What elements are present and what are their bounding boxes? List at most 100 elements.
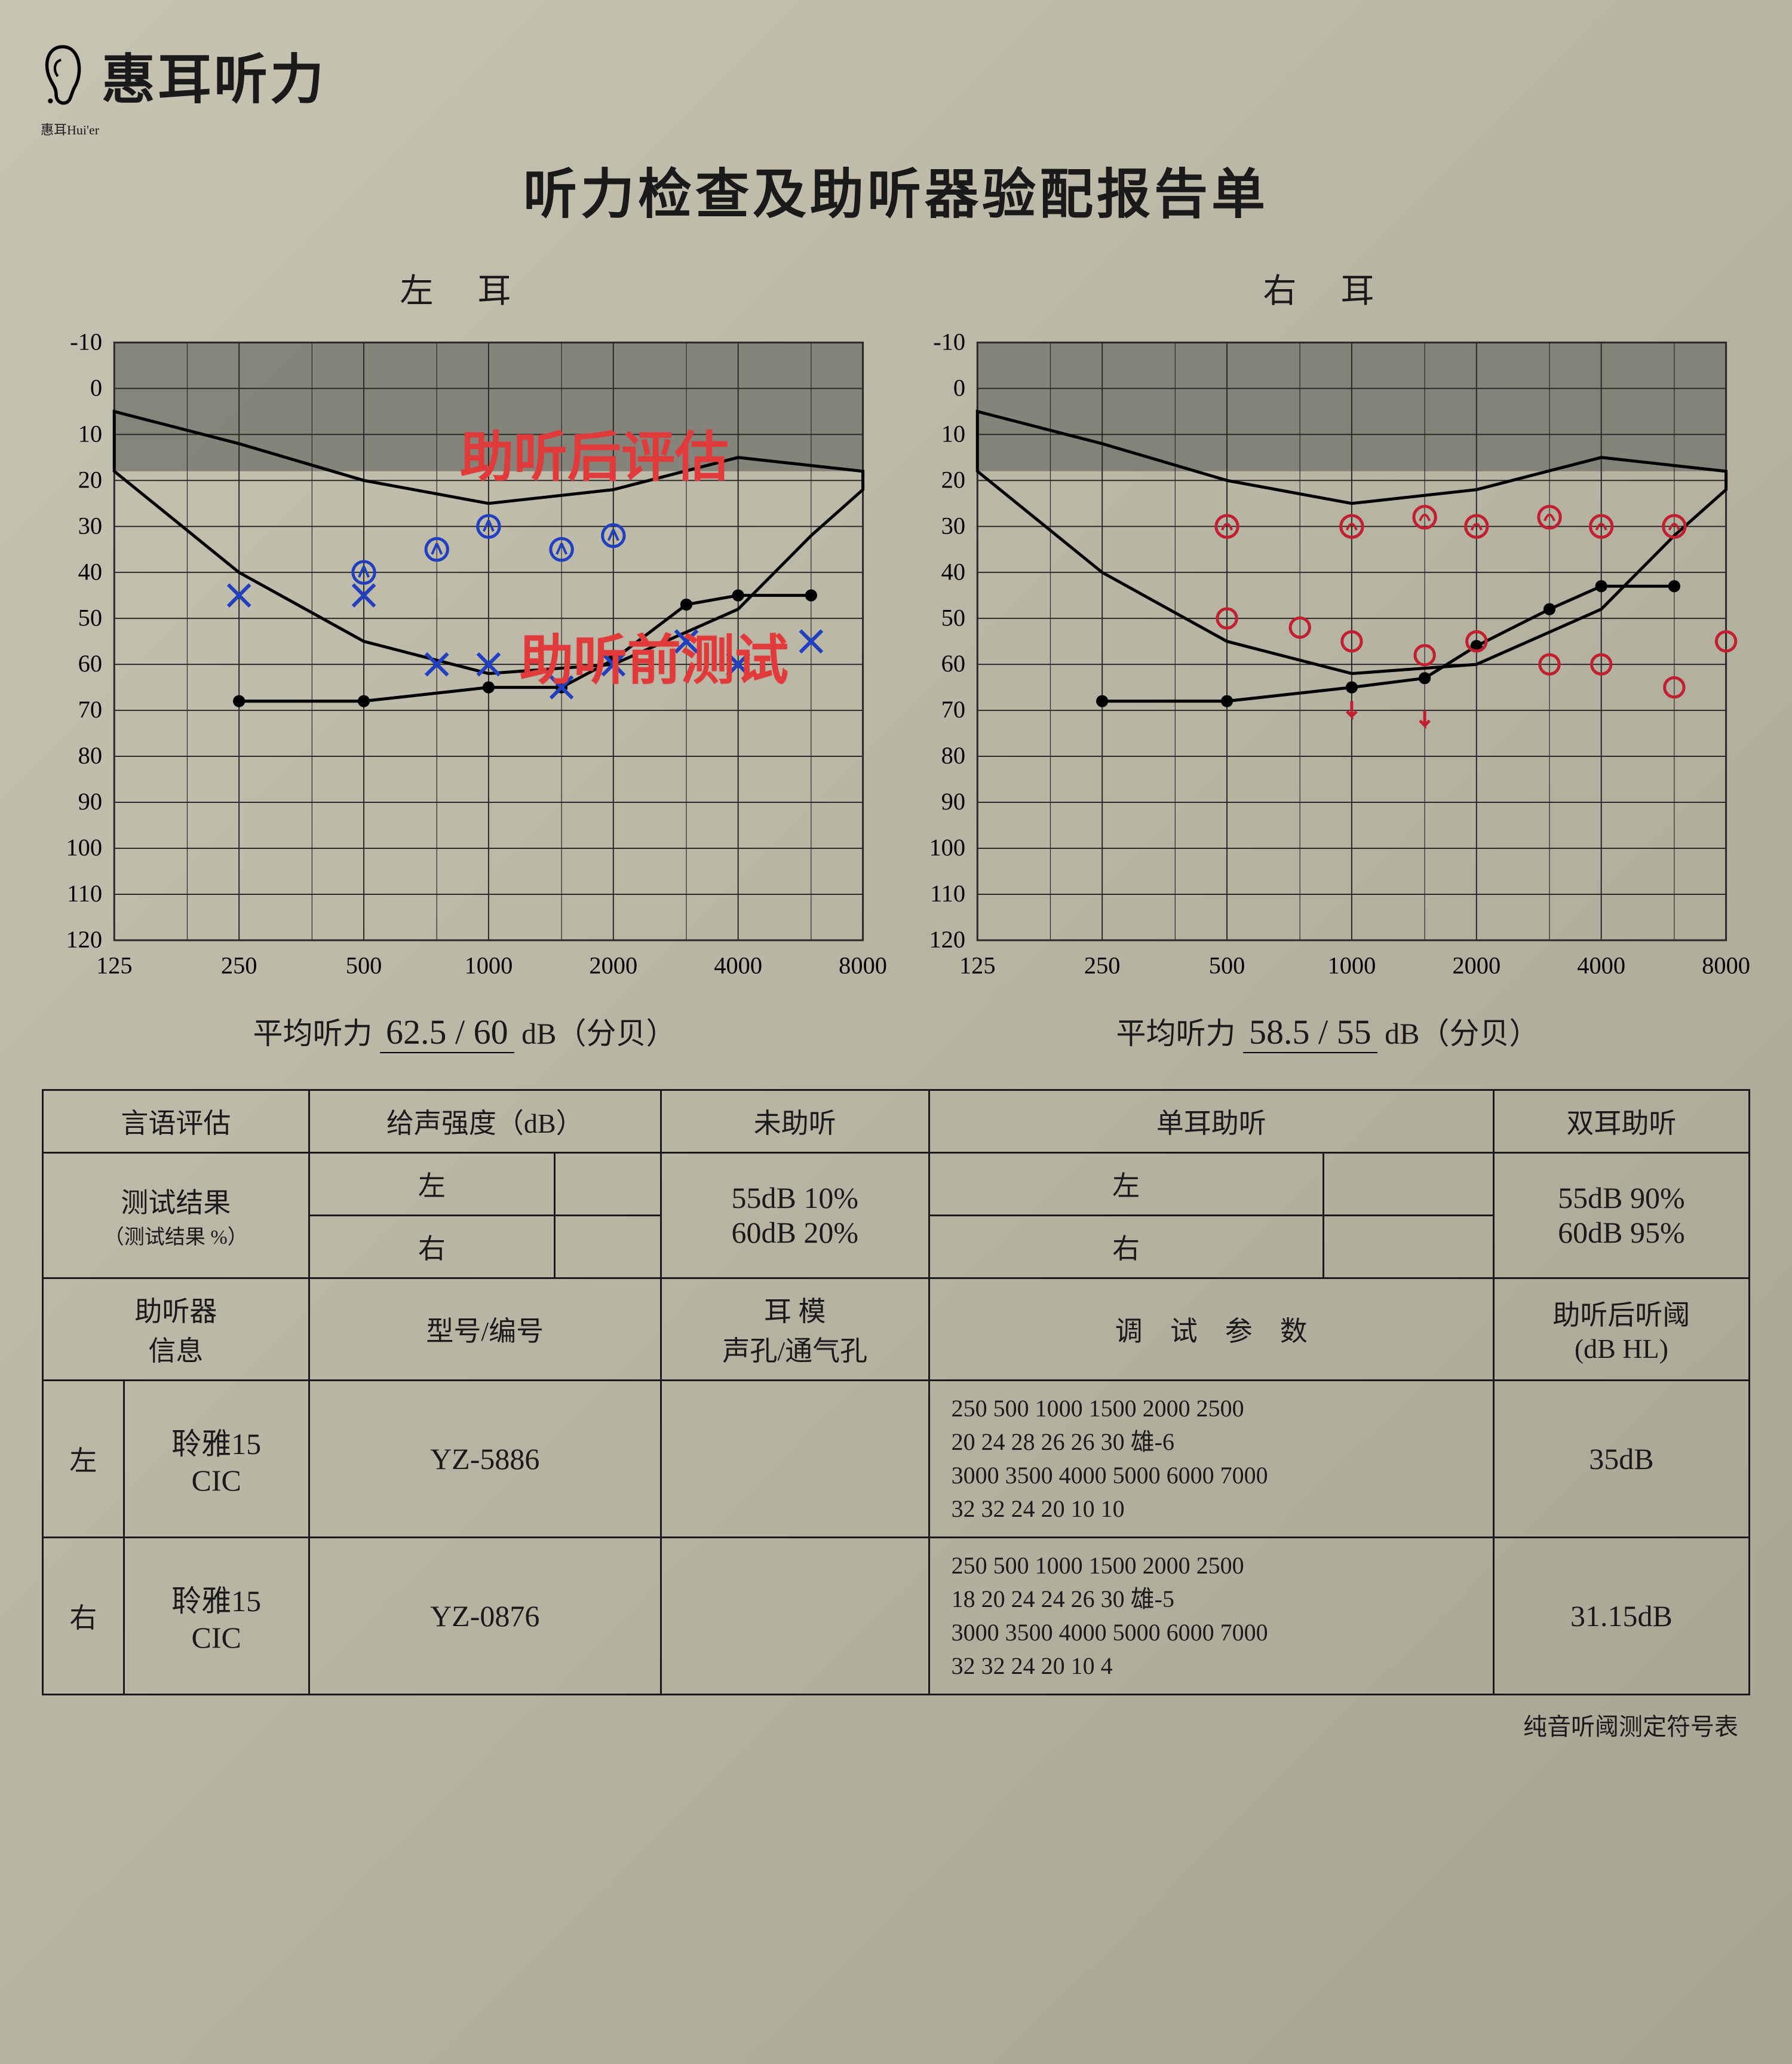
svg-text:125: 125 [959, 952, 996, 979]
svg-text:1000: 1000 [1328, 952, 1376, 979]
h-speech: 言语评估 [43, 1090, 309, 1152]
right-avg-value: 58.5 / 55 [1243, 1012, 1377, 1053]
svg-text:70: 70 [78, 696, 102, 723]
svg-text:8000: 8000 [839, 952, 887, 979]
svg-text:70: 70 [941, 696, 965, 723]
annotation-aided: 助听后评估 [460, 413, 729, 491]
right-row-label: 右 [43, 1537, 124, 1694]
assessment-table: 言语评估 给声强度（dB） 未助听 单耳助听 双耳助听 测试结果 （测试结果 %… [42, 1089, 1750, 1695]
h-post-thr: 助听后听阈 (dB HL) [1493, 1278, 1749, 1380]
svg-text:250: 250 [1084, 952, 1121, 979]
charts-row: 左 耳 -10010203040506070809010011012012525… [42, 264, 1750, 1053]
right-earmold [661, 1537, 929, 1694]
svg-text:30: 30 [78, 512, 102, 539]
svg-text:30: 30 [941, 512, 965, 539]
right-ear-title: 右 耳 [905, 264, 1750, 312]
left-params-text: 250 500 1000 1500 2000 2500 20 24 28 26 … [940, 1392, 1483, 1526]
svg-text:125: 125 [96, 952, 133, 979]
left-avg-label: 平均听力 [253, 1017, 373, 1050]
h-model: 型号/编号 [309, 1278, 661, 1380]
left-post-thr: 35dB [1493, 1380, 1749, 1537]
svg-text:60: 60 [941, 650, 965, 677]
right-params: 250 500 1000 1500 2000 2500 18 20 24 24 … [929, 1537, 1493, 1694]
svg-text:40: 40 [941, 558, 965, 585]
cell-bino: 55dB 90% 60dB 95% [1493, 1152, 1749, 1278]
svg-text:20: 20 [78, 466, 102, 493]
svg-text:10: 10 [941, 420, 965, 447]
left-avg-unit: dB（分贝） [521, 1017, 676, 1050]
svg-text:80: 80 [941, 742, 965, 769]
right-avg-line: 平均听力 58.5 / 55 dB（分贝） [905, 1010, 1750, 1053]
brand-sub: 惠耳Hui'er [41, 119, 1756, 139]
right-avg-label: 平均听力 [1116, 1017, 1236, 1050]
annotation-unaided: 助听前测试 [520, 617, 788, 694]
right-params-text: 250 500 1000 1500 2000 2500 18 20 24 24 … [940, 1549, 1483, 1683]
h-earmold: 耳 模 声孔/通气孔 [661, 1278, 929, 1380]
svg-text:500: 500 [346, 952, 382, 979]
right-audiogram: -100102030405060708090100110120125250500… [905, 324, 1750, 992]
left-ear-block: 左 耳 -10010203040506070809010011012012525… [42, 264, 887, 1053]
svg-text:50: 50 [78, 604, 102, 631]
left-avg-value: 62.5 / 60 [380, 1012, 514, 1053]
left-earmold [661, 1380, 929, 1537]
left-avg-line: 平均听力 62.5 / 60 dB（分贝） [42, 1010, 887, 1053]
svg-text:1000: 1000 [465, 952, 513, 979]
right-ear-block: 右 耳 -10010203040506070809010011012012525… [905, 264, 1750, 1053]
cell-unaided: 55dB 10% 60dB 20% [661, 1152, 929, 1278]
svg-text:90: 90 [78, 788, 102, 815]
svg-text:-10: -10 [70, 328, 102, 355]
left-aid-model: YZ-5886 [309, 1380, 661, 1537]
svg-text:0: 0 [953, 374, 965, 401]
right-post-thr: 31.15dB [1493, 1537, 1749, 1694]
svg-text:0: 0 [90, 374, 102, 401]
footer-note: 纯音听阈测定符号表 [36, 1707, 1738, 1742]
h-results-sub: （测试结果 %） [53, 1220, 299, 1250]
h-bino: 双耳助听 [1493, 1090, 1749, 1152]
brand-block: 惠耳听力 [102, 36, 326, 114]
h-results: 测试结果 （测试结果 %） [43, 1152, 309, 1278]
report-title: 听力检查及助听器验配报告单 [36, 151, 1756, 228]
svg-text:60: 60 [78, 650, 102, 677]
cell-left-intensity [555, 1152, 661, 1215]
svg-text:90: 90 [941, 788, 965, 815]
h-params: 调 试 参 数 [929, 1278, 1493, 1380]
mono-left-label: 左 [929, 1152, 1323, 1215]
h-results-main: 测试结果 [53, 1181, 299, 1220]
cell-mono-left [1323, 1152, 1493, 1215]
svg-text:250: 250 [221, 952, 257, 979]
ear-logo-icon [36, 42, 90, 108]
svg-text:2000: 2000 [589, 952, 637, 979]
svg-text:10: 10 [78, 420, 102, 447]
svg-text:120: 120 [66, 926, 102, 953]
svg-text:4000: 4000 [714, 952, 762, 979]
h-unaided: 未助听 [661, 1090, 929, 1152]
svg-text:110: 110 [930, 880, 965, 907]
svg-text:40: 40 [78, 558, 102, 585]
svg-text:-10: -10 [933, 328, 965, 355]
svg-text:120: 120 [929, 926, 965, 953]
left-params: 250 500 1000 1500 2000 2500 20 24 28 26 … [929, 1380, 1493, 1537]
brand-name: 惠耳听力 [102, 36, 326, 114]
h-aid-info: 助听器 信息 [43, 1278, 309, 1380]
h-mono: 单耳助听 [929, 1090, 1493, 1152]
svg-text:50: 50 [941, 604, 965, 631]
svg-text:8000: 8000 [1702, 952, 1750, 979]
right-aid-name: 聆雅15 CIC [124, 1537, 309, 1694]
svg-text:100: 100 [66, 834, 102, 861]
svg-text:500: 500 [1209, 952, 1245, 979]
svg-text:4000: 4000 [1577, 952, 1625, 979]
left-row-label: 左 [43, 1380, 124, 1537]
right-avg-unit: dB（分贝） [1385, 1017, 1539, 1050]
svg-text:2000: 2000 [1452, 952, 1501, 979]
mono-right-label: 右 [929, 1215, 1323, 1278]
svg-text:100: 100 [929, 834, 965, 861]
row-right-label: 右 [309, 1215, 554, 1278]
right-aid-model: YZ-0876 [309, 1537, 661, 1694]
left-aid-name: 聆雅15 CIC [124, 1380, 309, 1537]
cell-mono-right [1323, 1215, 1493, 1278]
row-left-label: 左 [309, 1152, 554, 1215]
report-page: 惠耳听力 惠耳Hui'er 听力检查及助听器验配报告单 左 耳 -10 0 10 20… [36, 36, 1756, 2028]
svg-text:80: 80 [78, 742, 102, 769]
h-intensity: 给声强度（dB） [309, 1090, 661, 1152]
left-ear-title: 左 耳 [42, 264, 887, 312]
